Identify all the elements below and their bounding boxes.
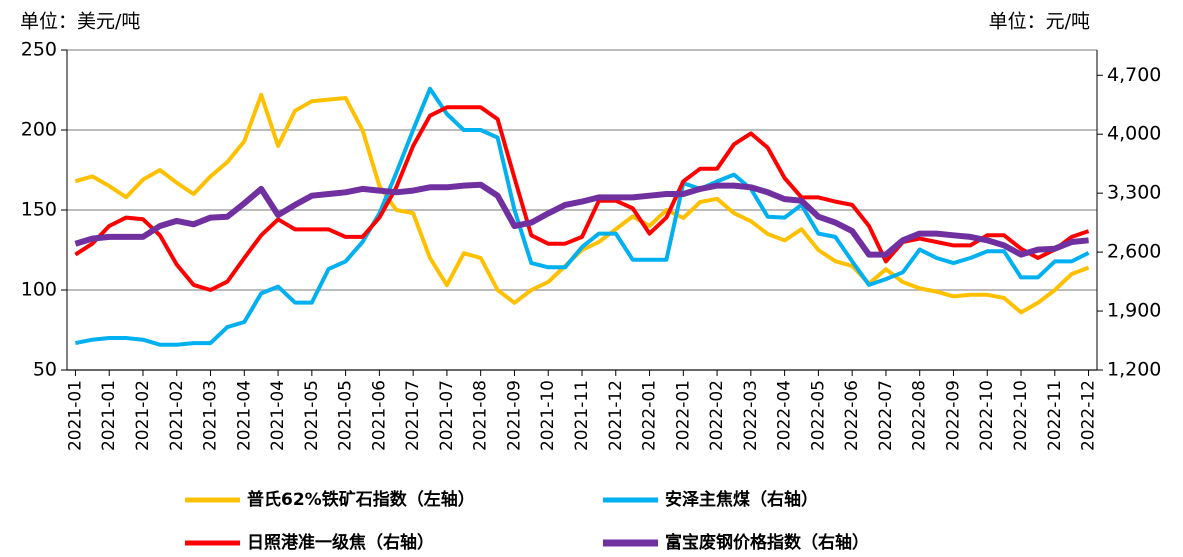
y2-axis-unit: 单位：元/吨 xyxy=(989,11,1090,33)
x-tick-label: 2021-05 xyxy=(336,380,356,451)
x-tick-label: 2021-09 xyxy=(504,380,524,451)
x-tick-label: 2021-02 xyxy=(133,380,153,451)
x-tick-label: 2022-01 xyxy=(673,380,693,451)
x-tick-label: 2022-08 xyxy=(910,380,930,451)
x-tick-label: 2021-10 xyxy=(538,380,558,451)
x-tick-label: 2021-08 xyxy=(471,380,491,451)
x-tick-label: 2022-12 xyxy=(1079,380,1099,451)
x-tick-label: 2022-06 xyxy=(842,380,862,451)
x-tick-label: 2022-02 xyxy=(707,380,727,451)
y2-tick-label: 3,300 xyxy=(1107,182,1161,204)
x-tick-label: 2022-10 xyxy=(1011,380,1031,451)
y-axis-unit: 单位：美元/吨 xyxy=(20,11,140,33)
y-tick-label: 100 xyxy=(21,279,57,301)
x-tick-label: 2021-01 xyxy=(65,380,85,451)
x-tick-label: 2022-11 xyxy=(1045,380,1065,451)
x-tick-label: 2021-04 xyxy=(234,380,254,451)
legend-label: 普氏62%铁矿石指数（左轴） xyxy=(247,489,475,510)
y2-tick-label: 1,900 xyxy=(1107,300,1161,322)
legend-label: 富宝废钢价格指数（右轴） xyxy=(665,532,869,553)
y2-tick-label: 4,700 xyxy=(1107,64,1161,86)
x-tick-label: 2021-07 xyxy=(437,380,457,451)
x-tick-label: 2021-07 xyxy=(403,380,423,451)
x-tick-label: 2022-10 xyxy=(977,380,997,451)
series-line xyxy=(74,181,1089,258)
y-tick-label: 150 xyxy=(21,199,57,221)
x-tick-label: 2021-03 xyxy=(201,380,221,451)
y2-tick-label: 2,600 xyxy=(1107,241,1161,263)
x-tick-label: 2021-11 xyxy=(572,380,592,451)
x-tick-label: 2022-09 xyxy=(943,380,963,451)
series-line xyxy=(74,105,1090,292)
x-tick-label: 2022-05 xyxy=(808,380,828,451)
series-line xyxy=(75,86,1090,347)
y-tick-label: 200 xyxy=(21,119,57,141)
x-tick-label: 2022-03 xyxy=(741,380,761,451)
x-tick-label: 2022-01 xyxy=(640,380,660,451)
y-tick-label: 50 xyxy=(33,359,57,381)
x-tick-label: 2021-02 xyxy=(167,380,187,451)
x-tick-label: 2021-06 xyxy=(369,380,389,451)
x-tick-label: 2021-01 xyxy=(99,380,119,451)
legend-label: 日照港准一级焦（右轴） xyxy=(247,532,434,553)
x-tick-label: 2021-05 xyxy=(302,380,322,451)
y2-tick-label: 1,200 xyxy=(1107,359,1161,381)
x-tick-label: 2021-12 xyxy=(606,380,626,451)
legend-label: 安泽主焦煤（右轴） xyxy=(665,489,818,510)
y-tick-label: 250 xyxy=(21,39,57,61)
y2-tick-label: 4,000 xyxy=(1107,123,1161,145)
x-tick-label: 2022-07 xyxy=(876,380,896,451)
x-tick-label: 2021-04 xyxy=(268,380,288,451)
x-tick-label: 2022-04 xyxy=(775,380,795,451)
